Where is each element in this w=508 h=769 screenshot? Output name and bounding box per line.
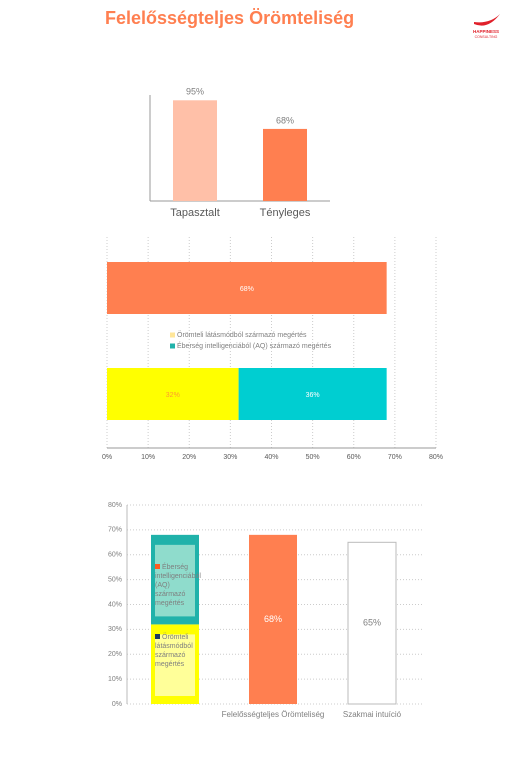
legend-label: Éberség intelligenciából (AQ) származó m… xyxy=(177,341,332,350)
legend-label: Éberség intelligenciából (AQ) származó m… xyxy=(155,564,201,607)
bar-segment xyxy=(238,368,387,420)
x-tick-label: 20% xyxy=(182,454,196,461)
slide-title: Felelősségteljes Örömteliség xyxy=(105,8,354,28)
y-tick-label: 50% xyxy=(108,576,122,583)
bar xyxy=(173,100,217,201)
bar-segment xyxy=(107,368,239,420)
legend-entry: Örömteli látásmódból származó megértés xyxy=(155,633,197,669)
legend-entry: Éberség intelligenciából (AQ) származó m… xyxy=(155,563,201,608)
logo-subtext: CONSULTING xyxy=(475,35,498,39)
value-label: 68% xyxy=(276,115,294,125)
x-tick-label: 70% xyxy=(388,454,402,461)
x-tick-label: 30% xyxy=(223,454,237,461)
legend-swatch xyxy=(155,634,160,639)
y-tick-label: 40% xyxy=(108,601,122,608)
x-tick-label: Tapasztalt xyxy=(170,207,220,219)
logo-text: HAPPINESS xyxy=(473,29,499,34)
value-label: 95% xyxy=(186,87,204,97)
x-tick-label: 10% xyxy=(141,454,155,461)
y-tick-label: 10% xyxy=(108,676,122,683)
value-label: 65% xyxy=(363,618,381,628)
bar-segment xyxy=(107,262,387,314)
y-tick-label: 70% xyxy=(108,527,122,534)
bar-segment xyxy=(249,534,297,704)
y-tick-label: 80% xyxy=(108,502,122,509)
x-tick-label: Tényleges xyxy=(260,207,311,219)
value-label: 36% xyxy=(306,392,320,399)
x-tick-label: 40% xyxy=(264,454,278,461)
x-tick-label: 0% xyxy=(102,454,112,461)
y-tick-label: 0% xyxy=(112,701,122,708)
x-tick-label: 50% xyxy=(306,454,320,461)
x-tick-label: Felelősségteljes Örömteliség xyxy=(222,710,325,719)
legend-swatch xyxy=(155,564,160,569)
value-label: 68% xyxy=(240,286,254,293)
legend-label: Örömteli látásmódból származó megértés xyxy=(177,331,307,339)
bar-segment-inner xyxy=(155,544,195,617)
y-tick-label: 60% xyxy=(108,552,122,559)
legend-swatch xyxy=(170,343,175,349)
x-tick-label: Szakmai intuíció xyxy=(343,710,402,719)
y-tick-label: 30% xyxy=(108,626,122,633)
bar xyxy=(263,128,307,201)
bar-segment-inner xyxy=(155,634,195,696)
value-label: 68% xyxy=(264,614,282,624)
x-tick-label: 60% xyxy=(347,454,361,461)
bar-segment xyxy=(347,541,397,705)
logo-swoosh xyxy=(474,14,500,26)
y-tick-label: 20% xyxy=(108,651,122,658)
value-label: 32% xyxy=(166,392,180,399)
legend-label: Örömteli látásmódból származó megértés xyxy=(155,634,193,668)
legend-swatch xyxy=(170,332,175,338)
x-tick-label: 80% xyxy=(429,454,443,461)
